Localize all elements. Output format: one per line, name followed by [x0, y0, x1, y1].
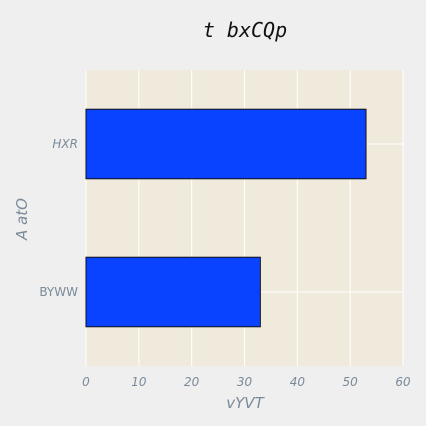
x-tick-label: 20 — [184, 375, 200, 389]
x-tick-label: 0 — [82, 375, 90, 389]
x-tick-label: 50 — [343, 375, 359, 389]
x-tick-label: 60 — [395, 375, 411, 389]
x-tick-labels: 0 10 20 30 40 50 60 — [82, 375, 411, 389]
bars — [85, 108, 367, 328]
bar-hxr — [85, 108, 367, 180]
y-tick-labels: BYWW HXR — [39, 137, 78, 299]
x-tick-label: 40 — [290, 375, 306, 389]
y-axis-label: A atO — [13, 198, 31, 241]
y-tick-label: HXR — [52, 137, 78, 151]
x-axis-label: vYVT — [226, 394, 265, 412]
chart-title: t bxCQp — [203, 18, 287, 42]
y-tick-label: BYWW — [39, 285, 78, 299]
x-tick-label: 10 — [131, 375, 147, 389]
x-tick-label: 30 — [237, 375, 253, 389]
bar-byww — [85, 256, 261, 328]
